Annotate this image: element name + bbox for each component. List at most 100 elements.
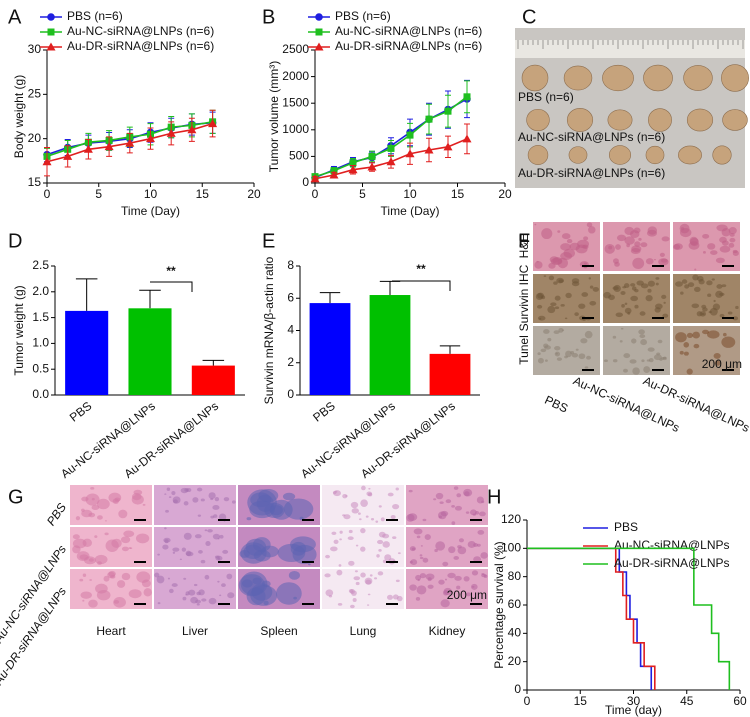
tissue-texture [422, 557, 429, 563]
tissue-texture [631, 338, 637, 344]
tissue-texture [641, 359, 645, 363]
tissue-texture [614, 261, 620, 267]
tissue-texture [342, 493, 348, 499]
tissue-texture [547, 305, 556, 314]
tissue-texture [691, 303, 700, 309]
tissue-texture [553, 330, 560, 335]
tissue-texture [210, 498, 214, 501]
tissue-texture [558, 327, 564, 333]
tissue-texture [113, 597, 126, 608]
tissue-texture [471, 586, 475, 588]
bar [191, 365, 235, 395]
tissue-texture [339, 530, 343, 534]
tissue-texture [355, 581, 360, 586]
tissue-texture [333, 539, 339, 544]
tissue-texture [168, 496, 172, 499]
tissue-texture [164, 527, 167, 530]
tissue-texture [655, 303, 663, 310]
marker [47, 13, 55, 21]
tissue-texture [698, 279, 705, 285]
tissue-texture [560, 243, 571, 251]
legend-label: Au-DR-siRNA@LNPs (n=6) [67, 39, 214, 53]
tissue-texture [338, 564, 342, 567]
marker [310, 174, 320, 183]
tissue-texture [729, 237, 736, 243]
tissue-texture [603, 359, 608, 363]
row-label: PBS [44, 501, 69, 529]
tissue-texture [701, 304, 707, 309]
legend-label: Au-DR-siRNA@LNPs [614, 556, 730, 570]
tissue-texture [386, 594, 394, 600]
tissue-texture [250, 585, 278, 606]
tissue-texture [94, 554, 108, 565]
y-tick-label: 2 [287, 355, 294, 369]
tissue-texture [612, 335, 617, 339]
tumor [521, 64, 549, 92]
tissue-texture [648, 357, 654, 363]
x-axis-label: Time (Day) [381, 204, 440, 218]
tissue-texture [204, 574, 210, 580]
tissue-texture [172, 547, 180, 552]
tissue-texture [620, 327, 624, 330]
tissue-texture [548, 262, 556, 269]
tissue-texture [120, 536, 131, 544]
tissue-texture [408, 489, 413, 493]
tissue-texture [349, 604, 355, 609]
tissue-texture [392, 594, 399, 600]
histology-image [406, 485, 488, 525]
tissue-texture [715, 290, 723, 298]
tissue-texture [709, 307, 718, 316]
tissue-texture [352, 597, 357, 602]
tissue-texture [659, 358, 663, 361]
tissue-texture [543, 275, 547, 277]
tissue-texture [368, 487, 371, 490]
tissue-texture [442, 561, 449, 567]
tissue-texture [467, 540, 476, 548]
marker [125, 138, 135, 147]
tissue-texture [222, 549, 229, 554]
tissue-texture [433, 498, 437, 501]
tissue-texture [719, 245, 731, 253]
tissue-texture [217, 557, 221, 560]
tissue-texture [680, 291, 684, 295]
tissue-texture [728, 242, 735, 248]
tissue-texture [634, 289, 639, 293]
tissue-texture [330, 546, 338, 552]
tissue-texture [207, 529, 213, 533]
y-tick-label: 2.0 [32, 284, 49, 298]
tissue-texture [84, 556, 96, 565]
tissue-texture [653, 259, 657, 261]
tissue-texture [465, 511, 470, 514]
tissue-texture [96, 498, 110, 510]
tissue-texture [713, 299, 716, 303]
tissue-texture [154, 572, 160, 578]
y-tick-label: 4 [287, 323, 294, 337]
x-tick-label: PBS [67, 399, 95, 425]
tissue-texture [647, 280, 655, 287]
tissue-texture [692, 331, 700, 339]
tissue-texture [121, 572, 131, 581]
legend-label: PBS (n=6) [67, 9, 123, 23]
scale-bar-label: 200 μm [447, 588, 487, 602]
tissue-texture [200, 498, 205, 502]
tissue-texture [435, 541, 446, 551]
tissue-texture [710, 250, 718, 256]
tissue-texture [471, 570, 479, 576]
tissue-texture [367, 492, 373, 497]
tissue-texture [456, 585, 461, 590]
tissue-texture [476, 543, 481, 547]
tissue-texture [219, 594, 222, 597]
tissue-texture [415, 596, 421, 601]
panel-letter: D [8, 230, 22, 252]
tissue-texture [96, 589, 111, 601]
tissue-texture [445, 499, 452, 504]
tissue-texture [645, 258, 654, 265]
tissue-texture [679, 228, 692, 238]
y-tick-label: 30 [28, 42, 42, 56]
tissue-texture [541, 295, 546, 300]
tissue-texture [463, 576, 470, 582]
tissue-texture [583, 236, 589, 241]
row-label: Survivin IHC [517, 264, 531, 331]
tissue-texture [578, 303, 586, 309]
tissue-texture [447, 572, 456, 579]
